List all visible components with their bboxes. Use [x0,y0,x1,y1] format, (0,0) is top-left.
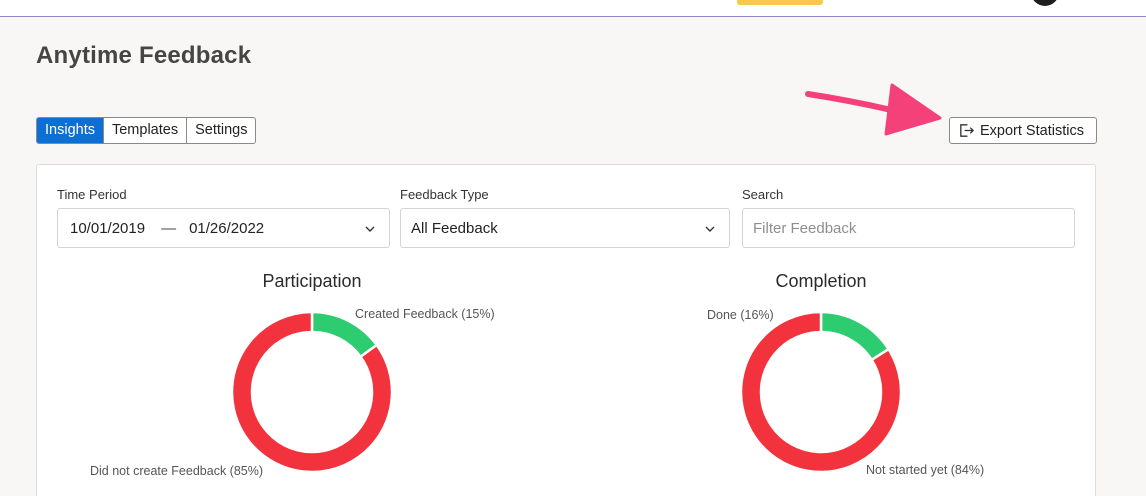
chevron-down-icon [705,226,715,232]
completion-donut-chart [740,311,902,473]
avatar[interactable] [1031,0,1059,6]
participation-not-created-label: Did not create Feedback (85%) [90,464,264,478]
participation-donut-chart [231,311,393,473]
export-icon [960,124,975,137]
tab-insights[interactable]: Insights [37,118,104,143]
insights-card: Time Period 10/01/2019 — 01/26/2022 Feed… [36,164,1096,496]
donut-slice-1-0[interactable] [819,311,891,362]
end-date: 01/26/2022 [189,219,265,237]
top-navigation-bar [0,0,1146,17]
tab-settings[interactable]: Settings [195,122,248,138]
chevron-down-icon [365,226,375,232]
top-highlight-button[interactable] [737,0,823,5]
time-period-label: Time Period [57,187,127,202]
start-date: 10/01/2019 [70,219,146,237]
participation-created-label: Created Feedback (15%) [355,307,495,321]
completion-not-started-label: Not started yet (84%) [866,463,985,477]
tab-bar: Insights Templates Settings [36,117,257,144]
time-period-picker[interactable]: 10/01/2019 — 01/26/2022 [57,208,390,248]
participation-chart-title: Participation [262,271,362,291]
search-label: Search [742,187,784,202]
donut-slice-1-1[interactable] [740,311,902,473]
page-title: Anytime Feedback [36,42,252,69]
export-statistics-label: Export Statistics [980,122,1084,139]
feedback-type-select[interactable]: All Feedback [400,208,730,248]
feedback-type-label: Feedback Type [400,187,489,202]
completion-chart-title: Completion [775,271,867,291]
tab-templates[interactable]: Templates [104,118,188,143]
feedback-type-value: All Feedback [411,219,498,237]
completion-done-label: Done (16%) [707,308,774,322]
donut-slice-0-1[interactable] [231,311,393,473]
export-statistics-button[interactable]: Export Statistics [949,117,1097,144]
date-separator: — [161,219,177,237]
search-input[interactable] [742,208,1075,248]
annotation-arrow [805,83,942,136]
